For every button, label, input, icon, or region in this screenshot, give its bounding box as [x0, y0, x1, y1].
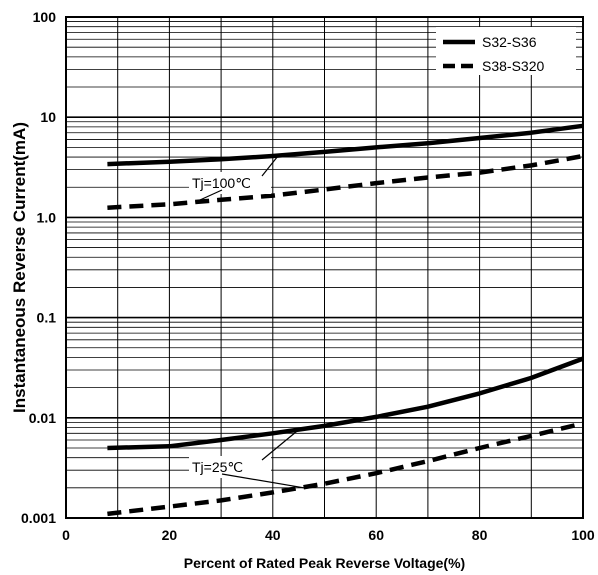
annotation-pointer-1-0	[261, 429, 300, 461]
annotation-label-1: Tj=25℃	[192, 459, 243, 475]
legend-label-0: S32-S36	[482, 34, 537, 50]
series-line-2	[107, 356, 584, 451]
plot-frame	[65, 16, 584, 519]
y-tick-label: 10	[40, 109, 56, 125]
annotation-bg-0	[189, 172, 271, 194]
x-tick-label: 100	[571, 527, 595, 543]
annotation-pointer-0-0	[261, 155, 279, 177]
annotations: Tj=100℃ Tj=25℃	[189, 155, 304, 489]
y-tick-label: 0.1	[37, 310, 57, 326]
x-tick-label: 20	[162, 527, 178, 543]
annotation-pointer-1-1	[221, 473, 304, 489]
legend: S32-S36 S38-S320	[436, 27, 576, 75]
legend-box	[436, 27, 576, 75]
x-tick-labels: 0 20 40 60 80 100	[62, 527, 595, 543]
y-tick-labels: 0.001 0.01 0.1 1.0 10 100	[21, 9, 56, 526]
series-layer	[107, 123, 584, 517]
x-tick-label: 60	[368, 527, 384, 543]
y-tick-label: 100	[33, 9, 57, 25]
x-tick-label: 80	[472, 527, 488, 543]
series-line-0	[107, 123, 584, 167]
y-axis-title: Instantaneous Reverse Current(mA)	[10, 122, 29, 413]
x-tick-label: 40	[265, 527, 281, 543]
y-tick-label: 0.01	[29, 410, 56, 426]
x-axis-title: Percent of Rated Peak Reverse Voltage(%)	[184, 555, 465, 571]
annotation-bg-1	[189, 456, 271, 478]
legend-label-1: S38-S320	[482, 58, 544, 74]
x-tick-label: 0	[62, 527, 70, 543]
y-tick-label: 1.0	[37, 209, 57, 225]
series-line-1	[107, 153, 584, 210]
series-line-3	[107, 421, 584, 517]
annotation-pointer-0-1	[195, 189, 223, 203]
y-tick-label: 0.001	[21, 510, 56, 526]
annotation-label-0: Tj=100℃	[192, 175, 251, 191]
